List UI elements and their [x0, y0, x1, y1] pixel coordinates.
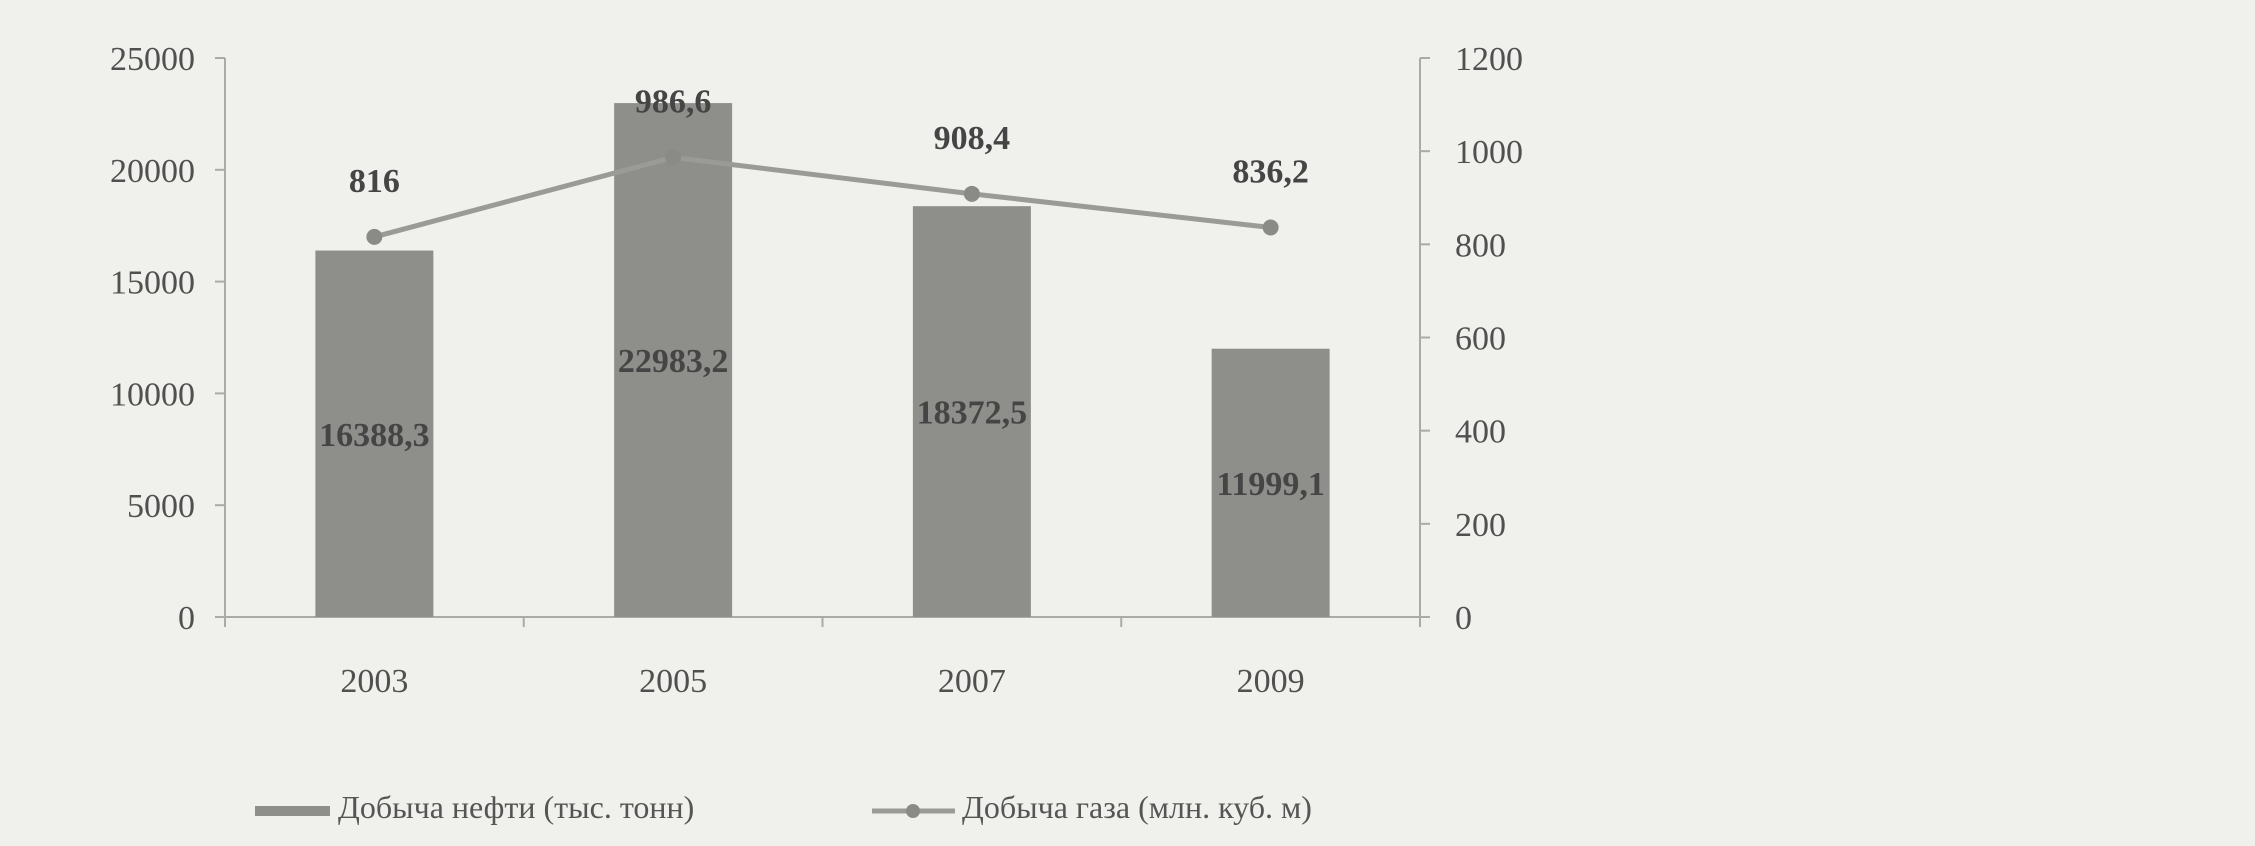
x-tick-label: 2003 [340, 663, 408, 700]
bar-data-label: 22983,2 [618, 343, 729, 380]
y-tick-label-right: 600 [1455, 321, 1506, 358]
line-point [366, 228, 383, 245]
line-series [366, 149, 1279, 245]
axes: 0 5000 10000 15000 20000 25000 0 200 400 600 800 10… [110, 41, 1523, 700]
bar-data-label: 16388,3 [319, 417, 430, 454]
line-data-label: 816 [349, 163, 400, 200]
legend: Добыча нефти (тыс. тонн) Добыча газа (млн… [255, 789, 1312, 825]
y-tick-label-right: 1200 [1455, 41, 1523, 78]
y-tick-label-right: 400 [1455, 414, 1506, 451]
y-tick-label-right: 0 [1455, 600, 1472, 637]
y-tick-label-right: 200 [1455, 507, 1506, 544]
bar-data-label: 18372,5 [917, 395, 1028, 432]
y-tick-label-left: 20000 [110, 153, 195, 190]
line-point [963, 185, 980, 202]
legend-label: Добыча газа (млн. куб. м) [962, 789, 1312, 825]
legend-label: Добыча нефти (тыс. тонн) [338, 789, 694, 825]
bar [912, 206, 1031, 617]
y-tick-label-right: 1000 [1455, 134, 1523, 171]
y-tick-label-left: 0 [178, 600, 195, 637]
x-tick-label: 2005 [639, 663, 707, 700]
y-tick-label-left: 25000 [110, 41, 195, 78]
legend-swatch-bar [255, 806, 330, 816]
bar [315, 250, 434, 617]
line-data-label: 908,4 [934, 120, 1011, 157]
line-point [1262, 219, 1279, 236]
data-labels: 16388,3 22983,2 18372,5 11999,1 816 986,6 908,… [319, 83, 1325, 502]
bar-series [315, 103, 1330, 618]
bar [614, 103, 733, 618]
x-tick-label: 2009 [1237, 663, 1305, 700]
legend-swatch-marker [906, 804, 920, 818]
y-tick-label-left: 15000 [110, 265, 195, 302]
line-data-label: 986,6 [635, 83, 712, 120]
line-path [373, 154, 1271, 240]
line-point [665, 149, 682, 166]
y-tick-label-left: 10000 [110, 376, 195, 413]
line-data-label: 836,2 [1232, 153, 1309, 190]
y-tick-label-left: 5000 [127, 488, 195, 525]
y-tick-label-right: 800 [1455, 227, 1506, 264]
x-tick-label: 2007 [938, 663, 1006, 700]
bar-data-label: 11999,1 [1216, 466, 1325, 503]
bar [1211, 348, 1330, 617]
